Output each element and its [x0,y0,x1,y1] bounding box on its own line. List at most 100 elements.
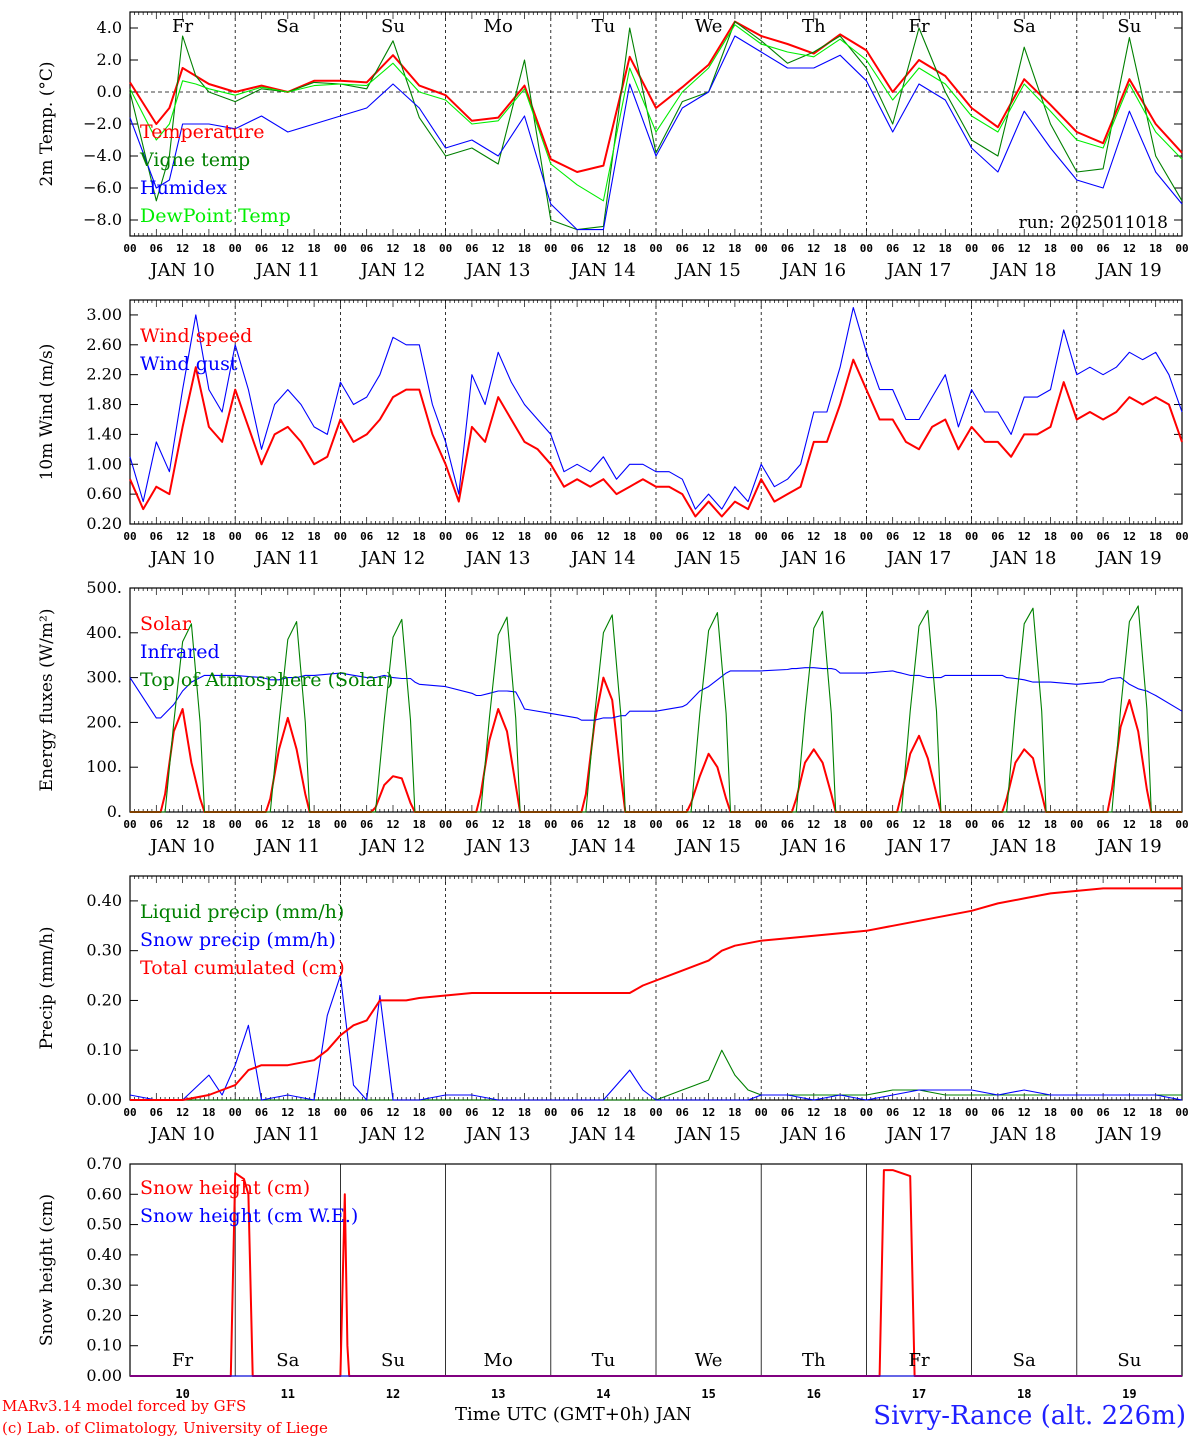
day-number-label: 18 [1017,1387,1031,1401]
y-tick-label: −8.0 [83,210,122,229]
hour-tick-label: 06 [991,242,1005,255]
date-label: JAN 15 [674,1124,741,1145]
series-line-3 [130,605,1182,813]
hour-tick-label: 06 [570,530,584,543]
hour-tick-label: 12 [176,818,189,831]
date-label: JAN 17 [885,836,952,857]
hour-tick-label: 06 [886,1106,900,1119]
hour-tick-label: 06 [991,530,1005,543]
date-label: JAN 18 [990,260,1057,281]
hour-tick-label: 06 [150,1106,164,1119]
day-number-label: 12 [386,1387,400,1401]
date-label: JAN 10 [148,836,215,857]
day-number-label: 15 [701,1387,715,1401]
hour-tick-label: 12 [492,1106,505,1119]
hour-tick-label: 06 [781,818,795,831]
date-label: JAN 15 [674,260,741,281]
y-axis-label: 2m Temp. (°C) [37,61,57,186]
legend-entry: Total cumulated (cm) [140,957,345,979]
hour-tick-label: 06 [781,242,795,255]
hour-tick-label: 18 [202,1106,215,1119]
hour-tick-label: 12 [176,242,189,255]
date-label: JAN 11 [254,548,321,569]
hour-tick-label: 00 [229,1106,242,1119]
legend-entry: Snow height (cm W.E.) [140,1205,358,1227]
y-axis-label: Energy fluxes (W/m²) [37,609,57,792]
panel-2: 00 06 12 18 JAN 10 00 06 12 18 JAN 11 00 06 12 18 JAN … [37,299,1189,569]
hour-tick-label: 18 [413,818,426,831]
series-line-4 [129,24,1183,202]
hour-tick-label: 00 [965,818,978,831]
hour-tick-label: 12 [702,242,715,255]
legend-entry: Snow precip (mm/h) [140,929,336,951]
x-axis-title: Time UTC (GMT+0h) JAN [455,1404,692,1425]
hour-tick-label: 12 [281,1106,294,1119]
hour-tick-label: 18 [728,818,741,831]
date-label: JAN 19 [1095,548,1162,569]
hour-tick-label: 12 [176,530,189,543]
panel-4: 00 06 12 18 JAN 10 00 06 12 18 JAN 11 00 06 12 18 JAN … [37,875,1189,1145]
hour-tick-label: 12 [912,1106,925,1119]
y-tick-label: 0.20 [86,514,122,533]
y-tick-label: 300. [86,668,122,687]
hour-tick-label: 12 [1018,818,1031,831]
y-tick-label: 2.60 [86,335,122,354]
hour-tick-label: 00 [965,1106,978,1119]
day-name: Tu [592,16,616,37]
hour-tick-label: 12 [1123,242,1136,255]
series-line-3 [130,887,1182,1101]
hour-tick-label: 06 [1096,1106,1110,1119]
hour-tick-label: 12 [1123,1106,1136,1119]
y-tick-label: 0.30 [86,1275,122,1294]
day-name: Su [381,1350,405,1371]
date-label: JAN 11 [254,260,321,281]
legend-entry: Vigne temp [139,149,250,171]
day-name: Fr [908,16,929,37]
hour-tick-label: 06 [886,242,900,255]
y-tick-label: 500. [86,578,122,597]
day-name: Fr [172,1350,193,1371]
y-tick-label: 0.40 [86,1245,122,1264]
date-label: JAN 13 [464,1124,531,1145]
legend-entry: Top of Atmosphere (Solar) [140,669,393,691]
hour-tick-label: 00 [439,1106,452,1119]
date-label: JAN 19 [1095,1124,1162,1145]
hour-tick-label: 06 [676,242,690,255]
hour-tick-label: 00 [860,1106,873,1119]
day-number-label: 13 [491,1387,505,1401]
hour-tick-label: 00 [544,242,557,255]
hour-tick-label: 12 [176,1106,189,1119]
hour-tick-label: 18 [1149,818,1162,831]
day-name: Sa [276,1350,299,1371]
date-label: JAN 14 [569,836,636,857]
day-name: We [695,1350,723,1371]
hour-tick-label: 18 [1149,1106,1162,1119]
hour-tick-label: 18 [518,1106,531,1119]
y-tick-label: 3.00 [86,305,122,324]
hour-tick-label: 06 [465,242,479,255]
date-label: JAN 10 [148,260,215,281]
date-label: JAN 16 [780,548,847,569]
date-label: JAN 16 [780,1124,847,1145]
hour-tick-label: 06 [360,1106,374,1119]
date-label: JAN 19 [1095,836,1162,857]
date-label: JAN 18 [990,548,1057,569]
date-label: JAN 15 [674,548,741,569]
series-line-1 [129,358,1183,518]
plot-frame [129,299,1183,525]
y-tick-label: 0.40 [86,891,122,910]
hour-tick-label: 18 [939,242,952,255]
hour-tick-label: 00 [439,530,452,543]
run-annotation: run: 2025011018 [1019,213,1168,233]
y-tick-label: 0.00 [86,1366,122,1385]
hour-tick-label: 00 [1175,242,1188,255]
hour-tick-label: 00 [544,818,557,831]
hour-tick-label: 12 [1123,530,1136,543]
date-label: JAN 14 [569,1124,636,1145]
model-credit: MARv3.14 model forced by GFS [2,1397,247,1415]
hour-tick-label: 06 [676,818,690,831]
date-label: JAN 14 [569,548,636,569]
hour-tick-label: 06 [570,818,584,831]
hour-tick-label: 00 [544,1106,557,1119]
hour-tick-label: 06 [465,1106,479,1119]
